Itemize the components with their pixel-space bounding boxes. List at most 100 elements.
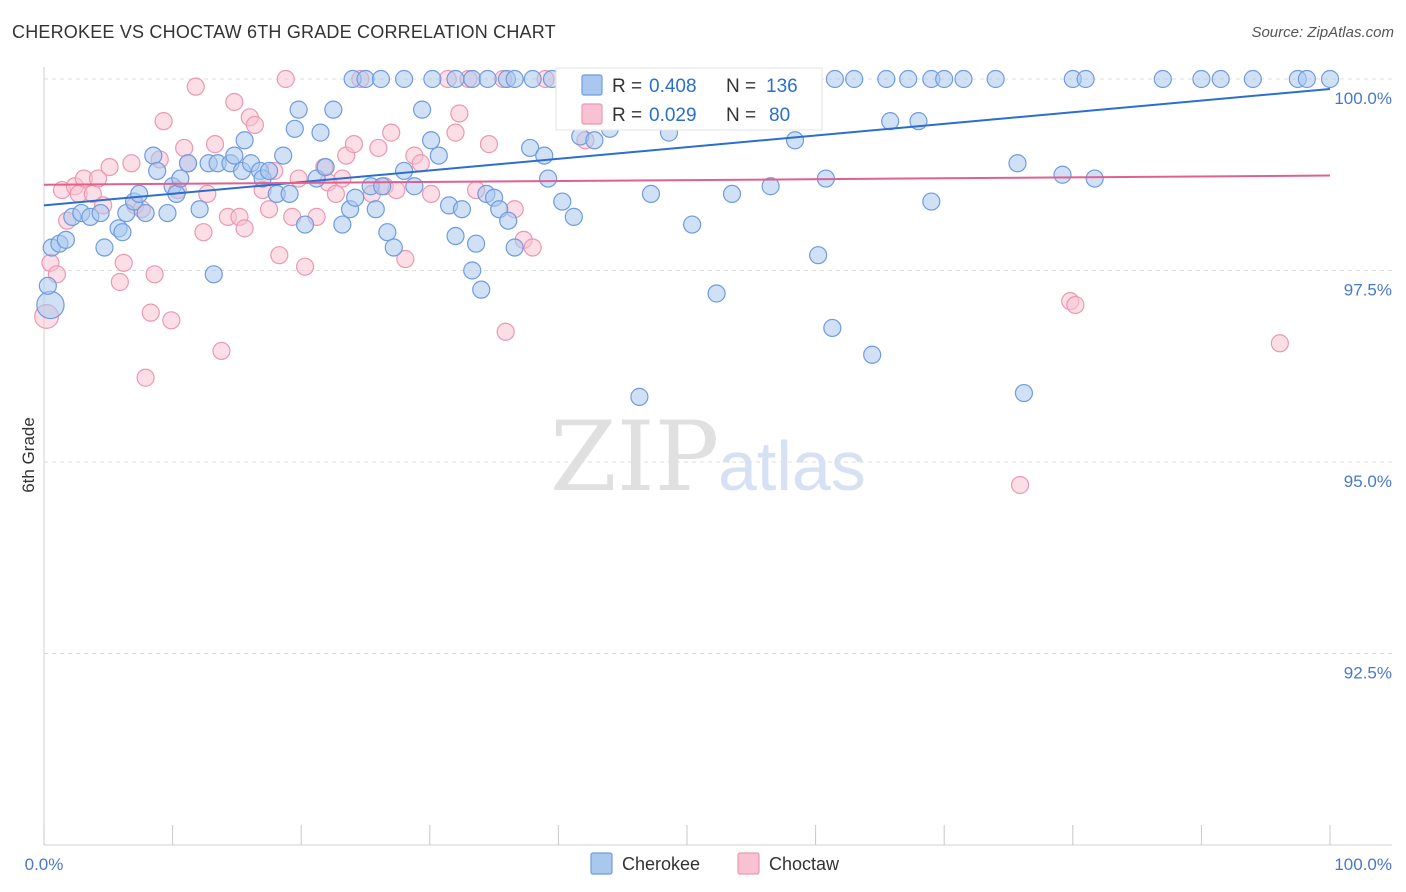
choctaw-point: [245, 115, 265, 135]
cherokee-point: [95, 238, 114, 257]
cherokee-point: [986, 69, 1005, 89]
choctaw-point: [295, 257, 315, 276]
cherokee-point: [429, 146, 448, 165]
choctaw-point: [235, 219, 254, 238]
cherokee-point: [922, 192, 941, 211]
choctaw-point: [205, 135, 225, 154]
cherokee-point: [463, 261, 482, 280]
cherokee-point: [36, 290, 65, 320]
choctaw-point: [523, 238, 542, 257]
cherokee-point: [384, 238, 403, 257]
legend-choctaw-n-value: 80: [769, 105, 790, 126]
legend-choctaw-r-label: R =: [612, 105, 642, 126]
cherokee-point: [863, 345, 882, 364]
cherokee-point: [1211, 69, 1230, 89]
cherokee-point: [899, 69, 918, 89]
y-tick-label: 95.0%: [1344, 472, 1392, 491]
cherokee-point: [785, 131, 805, 150]
choctaw-point: [1270, 334, 1289, 353]
cherokee-point: [935, 69, 954, 89]
cherokee-point: [259, 161, 279, 181]
legend-choctaw-r-value: 0.029: [649, 105, 697, 126]
cherokee-point: [113, 223, 132, 242]
bottom-legend-choctaw: Choctaw: [769, 854, 840, 874]
cherokee-point: [56, 230, 75, 249]
cherokee-point: [1076, 69, 1095, 89]
cherokee-point: [446, 226, 465, 246]
choctaw-point: [186, 77, 205, 96]
cherokee-point: [553, 192, 572, 211]
choctaw-point: [382, 123, 401, 142]
cherokee-point: [333, 215, 352, 234]
watermark-zip: ZIP: [550, 401, 719, 513]
choctaw-point: [411, 154, 430, 173]
cherokee-point: [130, 184, 149, 203]
cherokee-point: [452, 200, 472, 219]
cherokee-point: [954, 69, 973, 89]
watermark-atlas: atlas: [718, 427, 866, 505]
choctaw-point: [122, 154, 141, 173]
choctaw-point: [110, 272, 129, 292]
cherokee-point: [1153, 69, 1172, 89]
cherokee-point: [148, 161, 167, 181]
x-tick-label-min: 0.0%: [25, 855, 64, 874]
cherokee-point: [144, 146, 163, 165]
cherokee-trend-line: [43, 87, 1331, 207]
cherokee-point: [285, 119, 304, 138]
source-credit: Source: ZipAtlas.com: [1251, 24, 1394, 41]
cherokee-point: [280, 184, 299, 203]
cherokee-point: [1085, 169, 1104, 188]
legend-cherokee-r-value: 0.408: [649, 76, 697, 97]
choctaw-point: [162, 311, 181, 330]
choctaw-trend-line: [43, 174, 1331, 186]
choctaw-point: [421, 184, 441, 203]
cherokee-point: [136, 203, 155, 223]
cherokee-point: [1297, 69, 1316, 89]
cherokee-point: [356, 69, 375, 89]
cherokee-point: [225, 146, 244, 165]
choctaw-point: [450, 104, 469, 123]
choctaw-point: [198, 184, 217, 203]
cherokee-point: [1008, 154, 1027, 173]
watermark: ZIP atlas: [550, 401, 866, 513]
cherokee-point: [523, 69, 542, 89]
choctaw-point: [344, 135, 364, 154]
cherokee-point: [378, 223, 397, 242]
y-axis-title: 6th Grade: [19, 417, 38, 493]
cherokee-point: [1243, 69, 1262, 89]
bottom-legend-swatch-cherokee: [590, 852, 613, 875]
cherokee-point: [539, 169, 558, 188]
cherokee-point: [521, 138, 540, 158]
cherokee-point: [316, 157, 335, 177]
choctaw-point: [194, 223, 213, 242]
cherokee-point: [311, 123, 330, 142]
choctaw-point: [154, 112, 173, 131]
bottom-legend-swatch-choctaw: [737, 852, 760, 875]
legend-cherokee-r-label: R =: [612, 76, 642, 97]
choctaw-point: [136, 368, 155, 387]
legend-cherokee-n-value: 136: [766, 76, 798, 97]
cherokee-point: [707, 284, 726, 303]
choctaw-point: [141, 303, 160, 322]
bottom-legend: Cherokee Choctaw: [590, 852, 840, 875]
y-tick-label: 100.0%: [1334, 89, 1392, 108]
choctaw-point: [270, 246, 289, 265]
choctaw-point: [276, 69, 295, 89]
x-tick-label-max: 100.0%: [1334, 855, 1392, 874]
cherokee-point: [809, 246, 828, 265]
cherokee-point: [877, 69, 896, 89]
cherokee-point: [446, 69, 465, 89]
cherokee-point: [683, 215, 702, 234]
cherokee-point: [761, 177, 780, 196]
trend-layer: [43, 87, 1331, 207]
cherokee-point: [505, 69, 524, 89]
choctaw-point: [175, 138, 194, 158]
cherokee-point: [346, 188, 365, 207]
choctaw-point: [225, 92, 244, 112]
cherokee-point: [472, 280, 491, 299]
cherokee-point: [38, 276, 57, 295]
choctaw-point: [326, 184, 346, 203]
choctaw-point: [479, 135, 499, 154]
choctaw-point: [259, 200, 279, 219]
choctaw-point: [289, 169, 308, 188]
